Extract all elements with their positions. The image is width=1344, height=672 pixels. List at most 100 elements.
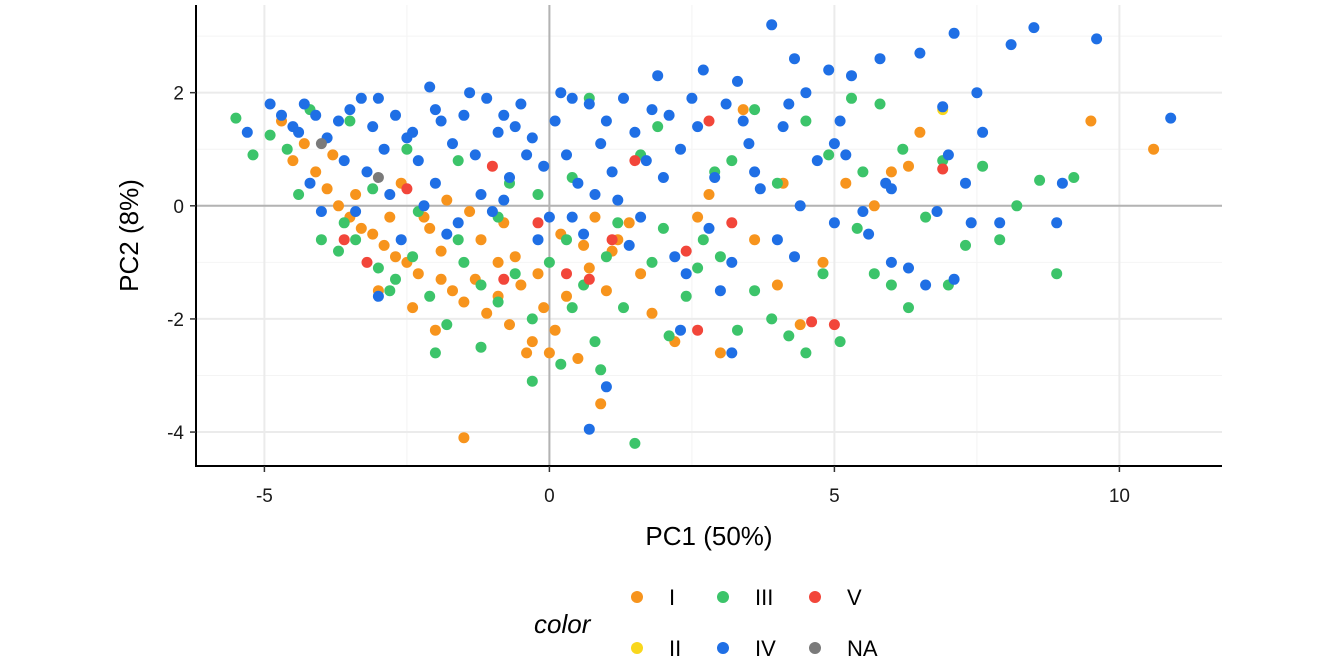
data-point — [851, 222, 863, 234]
data-point — [697, 234, 709, 246]
data-point — [458, 256, 470, 268]
data-point — [458, 432, 470, 444]
data-point — [566, 302, 578, 314]
data-point — [806, 316, 818, 328]
data-point — [823, 64, 835, 76]
data-point — [344, 104, 356, 116]
data-point — [652, 121, 664, 133]
data-point — [481, 92, 493, 104]
data-point — [714, 285, 726, 297]
data-point — [914, 126, 926, 138]
data-point — [378, 239, 390, 251]
data-point — [623, 239, 635, 251]
data-point — [726, 256, 738, 268]
legend-item-IV: IV — [717, 636, 776, 661]
data-point — [407, 302, 419, 314]
data-point — [720, 98, 732, 110]
legend-item-I: I — [631, 585, 675, 610]
data-point — [583, 273, 595, 285]
data-point — [338, 217, 350, 229]
data-point — [469, 149, 481, 161]
legend-item-NA: NA — [809, 636, 878, 661]
data-point — [703, 222, 715, 234]
series-V — [338, 115, 949, 336]
data-point — [458, 109, 470, 121]
legend-key-IV — [717, 642, 729, 654]
data-point — [304, 177, 316, 189]
data-point — [549, 115, 561, 127]
data-point — [344, 115, 356, 127]
data-point — [1091, 33, 1103, 45]
data-point — [857, 206, 869, 217]
data-point — [350, 206, 362, 217]
data-point — [948, 27, 960, 39]
data-points — [230, 19, 1177, 449]
data-point — [766, 19, 778, 31]
data-point — [350, 234, 362, 246]
data-point — [618, 92, 629, 104]
data-point — [555, 358, 567, 370]
data-point — [538, 160, 550, 172]
data-point — [606, 234, 618, 246]
data-point — [971, 87, 983, 99]
data-point — [361, 166, 373, 178]
data-point — [828, 138, 840, 150]
data-point — [526, 132, 538, 144]
data-point — [447, 138, 458, 150]
data-point — [840, 149, 852, 161]
data-point — [635, 211, 647, 223]
data-point — [481, 307, 493, 319]
data-point — [526, 336, 538, 348]
data-point — [418, 200, 430, 212]
data-point — [709, 172, 721, 183]
data-point — [663, 109, 675, 121]
data-point — [475, 189, 487, 200]
data-point — [298, 98, 310, 110]
data-point — [452, 217, 464, 229]
data-point — [293, 189, 305, 200]
data-point — [412, 155, 424, 167]
data-point — [612, 217, 624, 229]
data-point — [600, 285, 612, 297]
series-I — [276, 104, 1160, 444]
y-tick-label: -2 — [167, 310, 184, 331]
data-point — [264, 129, 276, 141]
data-point — [561, 234, 572, 246]
data-point — [390, 251, 401, 263]
data-point — [566, 92, 578, 104]
series-III — [230, 92, 1080, 449]
data-point — [578, 239, 590, 251]
data-point — [994, 217, 1006, 229]
grid-lines — [196, 5, 1222, 466]
data-point — [372, 290, 384, 302]
data-point — [310, 109, 322, 121]
data-point — [771, 177, 783, 189]
data-point — [749, 166, 761, 178]
data-point — [743, 138, 755, 150]
data-point — [333, 200, 344, 212]
data-point — [794, 200, 806, 212]
data-point — [846, 92, 857, 104]
data-point — [600, 115, 612, 127]
data-point — [543, 211, 555, 223]
data-point — [555, 87, 567, 99]
data-point — [612, 194, 624, 206]
data-point — [424, 81, 436, 93]
data-point — [828, 217, 840, 229]
data-point — [595, 138, 607, 150]
data-point — [1051, 217, 1063, 229]
data-point — [903, 160, 914, 172]
data-point — [868, 268, 880, 280]
data-point — [857, 166, 869, 178]
series-NA — [315, 138, 384, 183]
data-point — [333, 115, 344, 127]
data-point — [429, 347, 441, 359]
data-point — [1165, 112, 1177, 124]
data-point — [367, 183, 379, 195]
data-point — [1068, 172, 1080, 183]
x-tick-label: 10 — [1109, 486, 1130, 507]
data-point — [942, 149, 954, 161]
data-point — [885, 166, 897, 178]
data-point — [441, 194, 453, 206]
